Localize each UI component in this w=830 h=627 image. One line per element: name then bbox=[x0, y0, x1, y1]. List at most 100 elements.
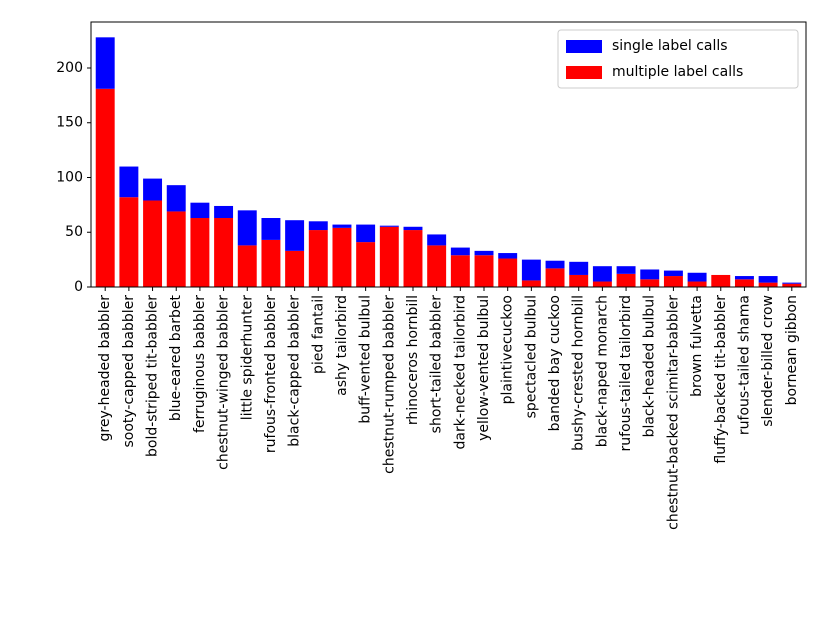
bar bbox=[427, 245, 447, 287]
y-tick-label: 50 bbox=[65, 224, 83, 240]
x-tick-label: ashy tailorbird bbox=[334, 295, 350, 396]
bar bbox=[545, 268, 565, 287]
bar bbox=[403, 230, 423, 287]
x-tick-label: short-tailed babbler bbox=[429, 295, 445, 434]
legend-label: multiple label calls bbox=[612, 64, 743, 80]
x-tick-label: chestnut-winged babbler bbox=[216, 295, 232, 470]
x-tick-label: pied fantail bbox=[310, 295, 326, 374]
bar bbox=[711, 274, 731, 287]
y-tick-label: 100 bbox=[56, 169, 83, 185]
bar bbox=[758, 276, 778, 283]
bar bbox=[214, 205, 234, 219]
bar bbox=[237, 245, 257, 287]
bar bbox=[95, 37, 115, 89]
x-tick-label: black-headed bulbul bbox=[642, 295, 658, 437]
x-tick-label: chestnut-backed scimitar-babbler bbox=[665, 295, 681, 530]
x-tick-label: brown fulvetta bbox=[689, 295, 705, 397]
x-tick-label: fluffy-backed tit-babbler bbox=[713, 295, 729, 464]
bar bbox=[119, 166, 139, 198]
bar bbox=[734, 276, 754, 280]
bar bbox=[427, 234, 447, 246]
bar bbox=[521, 280, 541, 287]
bar bbox=[285, 250, 305, 287]
x-tick-label: dark-necked tailorbird bbox=[452, 295, 468, 449]
x-tick-label: rufous-fronted babbler bbox=[263, 295, 279, 453]
bar bbox=[450, 247, 470, 256]
bar bbox=[332, 227, 352, 287]
x-tick-label: rufous-tailed shama bbox=[736, 295, 752, 435]
x-tick-label: black-naped monarch bbox=[594, 295, 610, 447]
x-tick-label: bornean gibbon bbox=[784, 295, 800, 405]
x-tick-label: buff-vented bulbul bbox=[358, 295, 374, 424]
legend-swatch bbox=[566, 66, 602, 79]
bar bbox=[450, 255, 470, 287]
bar bbox=[332, 224, 352, 228]
x-tick-label: sooty-capped babbler bbox=[121, 295, 137, 448]
bar bbox=[308, 230, 328, 287]
bar bbox=[95, 88, 115, 288]
bar bbox=[616, 266, 636, 274]
bar bbox=[143, 178, 163, 201]
x-tick-label: rhinoceros hornbill bbox=[405, 295, 421, 425]
bar bbox=[356, 224, 376, 243]
bar bbox=[592, 266, 612, 282]
bar bbox=[498, 258, 518, 287]
bar bbox=[403, 226, 423, 231]
bar bbox=[569, 274, 589, 287]
bar bbox=[261, 218, 281, 240]
x-tick-label: bushy-crested hornbill bbox=[571, 295, 587, 451]
x-tick-label: little spiderhunter bbox=[239, 295, 255, 421]
bar bbox=[498, 253, 518, 259]
y-tick-label: 200 bbox=[56, 60, 83, 76]
bar bbox=[687, 272, 707, 282]
bar bbox=[379, 226, 399, 287]
bar bbox=[569, 261, 589, 275]
y-tick-label: 0 bbox=[74, 279, 83, 295]
bar bbox=[237, 210, 257, 246]
bar bbox=[521, 259, 541, 281]
plot-frame bbox=[90, 21, 807, 288]
bar bbox=[119, 197, 139, 287]
bar bbox=[616, 273, 636, 287]
bar bbox=[190, 202, 210, 219]
bar bbox=[640, 279, 660, 287]
x-tick-label: grey-headed babbler bbox=[97, 295, 113, 442]
bar bbox=[308, 221, 328, 231]
bar bbox=[285, 220, 305, 251]
bar bbox=[663, 276, 683, 287]
bar bbox=[474, 250, 494, 256]
bar bbox=[592, 281, 612, 287]
bar bbox=[166, 185, 186, 212]
bar bbox=[734, 279, 754, 287]
x-tick-label: rufous-tailed tailorbird bbox=[618, 295, 634, 451]
bar bbox=[758, 282, 778, 287]
legend-box bbox=[557, 29, 799, 89]
bar bbox=[687, 281, 707, 287]
bar bbox=[782, 283, 802, 287]
bar bbox=[356, 242, 376, 287]
legend-swatch bbox=[566, 40, 602, 53]
x-tick-label: banded bay cuckoo bbox=[547, 295, 563, 431]
bar bbox=[640, 269, 660, 280]
x-tick-label: blue-eared barbet bbox=[168, 294, 184, 421]
bar bbox=[143, 200, 163, 287]
bar bbox=[379, 225, 399, 227]
x-tick-label: slender-billed crow bbox=[760, 295, 776, 427]
x-tick-label: ferruginous babbler bbox=[192, 295, 208, 433]
bar bbox=[782, 282, 802, 284]
bar bbox=[166, 211, 186, 287]
x-tick-label: black-capped babbler bbox=[287, 295, 303, 447]
x-tick-label: yellow-vented bulbul bbox=[476, 295, 492, 441]
bar bbox=[190, 218, 210, 287]
x-tick-label: chestnut-rumped babbler bbox=[381, 295, 397, 474]
bar bbox=[474, 255, 494, 287]
x-tick-label: plaintivecuckoo bbox=[500, 295, 516, 404]
y-tick-label: 150 bbox=[56, 115, 83, 131]
bar bbox=[663, 270, 683, 277]
x-tick-label: bold-striped tit-babbler bbox=[145, 295, 161, 457]
bar bbox=[545, 260, 565, 269]
legend-label: single label calls bbox=[612, 38, 728, 54]
x-tick-label: spectacled bulbul bbox=[523, 295, 539, 418]
bar bbox=[261, 239, 281, 287]
